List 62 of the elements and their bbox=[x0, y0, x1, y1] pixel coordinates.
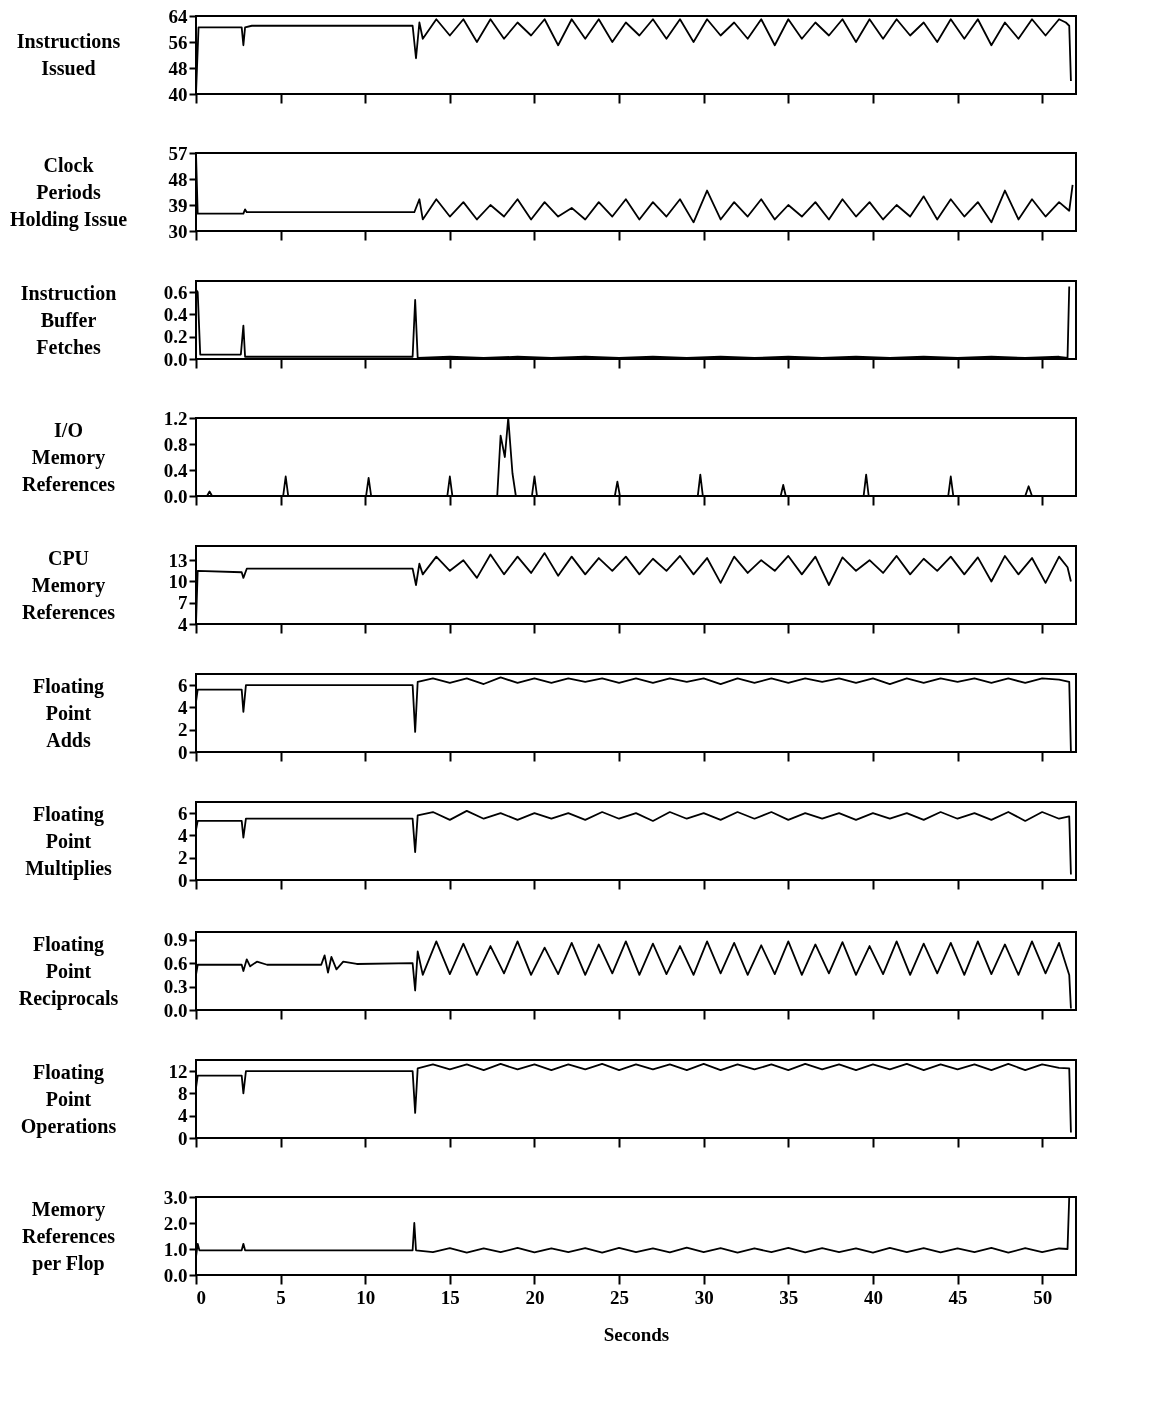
y-tick-label: 3.0 bbox=[163, 1186, 188, 1208]
y-tick-label: 0.4 bbox=[163, 303, 188, 325]
y-axis-title: Instructions Issued bbox=[16, 30, 121, 79]
x-tick-label: 40 bbox=[863, 1286, 883, 1308]
y-tick-label: 0.9 bbox=[163, 929, 188, 951]
x-tick-label: 0 bbox=[196, 1286, 206, 1308]
x-tick-label: 30 bbox=[694, 1286, 714, 1308]
y-tick-label: 12 bbox=[168, 1060, 188, 1082]
y-tick-label: 0.0 bbox=[163, 1264, 188, 1286]
y-tick-label: 8 bbox=[178, 1082, 188, 1104]
y-axis-title: Instruction Buffer Fetches bbox=[20, 281, 117, 358]
y-axis-title: I/O Memory References bbox=[22, 418, 116, 495]
y-tick-label: 2 bbox=[178, 719, 188, 741]
x-tick-label: 10 bbox=[356, 1286, 376, 1308]
y-axis-title: CPU Memory References bbox=[22, 546, 116, 623]
y-tick-label: 4 bbox=[178, 696, 188, 718]
x-tick-label: 35 bbox=[779, 1286, 799, 1308]
y-tick-label: 4 bbox=[178, 613, 188, 635]
y-tick-label: 57 bbox=[168, 142, 188, 164]
x-axis-title: Seconds bbox=[603, 1323, 670, 1345]
y-tick-label: 30 bbox=[168, 220, 188, 242]
y-tick-label: 0.6 bbox=[163, 952, 188, 974]
y-tick-label: 56 bbox=[168, 31, 188, 53]
y-tick-label: 39 bbox=[168, 194, 188, 216]
y-tick-label: 4 bbox=[178, 1105, 188, 1127]
y-tick-label: 0.4 bbox=[163, 459, 188, 481]
y-axis-title: Memory References per Flop bbox=[22, 1197, 116, 1275]
y-tick-label: 1.0 bbox=[163, 1238, 188, 1260]
x-tick-label: 15 bbox=[440, 1286, 460, 1308]
y-tick-label: 2 bbox=[178, 847, 188, 869]
y-tick-label: 40 bbox=[168, 83, 188, 105]
y-tick-label: 6 bbox=[178, 802, 188, 824]
y-tick-label: 13 bbox=[168, 549, 188, 571]
y-tick-label: 48 bbox=[168, 57, 188, 79]
x-tick-label: 25 bbox=[610, 1286, 630, 1308]
y-tick-label: 0.3 bbox=[163, 976, 188, 998]
x-tick-label: 45 bbox=[948, 1286, 968, 1308]
y-tick-label: 10 bbox=[168, 570, 188, 592]
y-tick-label: 6 bbox=[178, 674, 188, 696]
y-axis-title: Clock Periods Holding Issue bbox=[9, 153, 128, 231]
y-tick-label: 0 bbox=[178, 1127, 188, 1149]
x-tick-label: 50 bbox=[1033, 1286, 1053, 1308]
y-tick-label: 0 bbox=[178, 869, 188, 891]
y-tick-label: 48 bbox=[168, 168, 188, 190]
y-tick-label: 0.0 bbox=[163, 999, 188, 1021]
y-tick-label: 1.2 bbox=[163, 407, 188, 429]
y-tick-label: 0.6 bbox=[163, 281, 188, 303]
y-tick-label: 64 bbox=[168, 5, 188, 27]
y-axis-title: Floating Point Multiplies bbox=[25, 802, 113, 880]
y-tick-label: 0.2 bbox=[163, 326, 188, 348]
y-tick-label: 7 bbox=[178, 592, 188, 614]
y-tick-label: 0.0 bbox=[163, 485, 188, 507]
y-tick-label: 0 bbox=[178, 741, 188, 763]
y-tick-label: 2.0 bbox=[163, 1212, 188, 1234]
y-axis-title: Floating Point Reciprocals bbox=[18, 932, 119, 1010]
x-tick-label: 20 bbox=[525, 1286, 545, 1308]
x-tick-label: 5 bbox=[276, 1286, 286, 1308]
y-axis-title: Floating Point Operations bbox=[20, 1060, 117, 1138]
y-tick-label: 0.0 bbox=[163, 348, 188, 370]
y-axis-title: Floating Point Adds bbox=[32, 674, 105, 751]
y-tick-label: 0.8 bbox=[163, 433, 188, 455]
y-tick-label: 4 bbox=[178, 824, 188, 846]
